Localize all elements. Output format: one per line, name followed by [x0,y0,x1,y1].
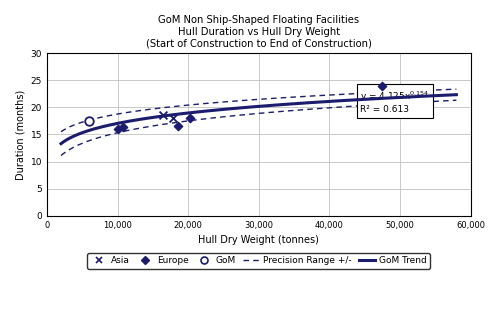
Point [168,116,176,121]
Point [174,123,182,128]
Title: GoM Non Ship-Shaped Floating Facilities
Hull Duration vs Hull Dry Weight
(Start : GoM Non Ship-Shaped Floating Facilities … [146,15,372,48]
Point [160,113,168,118]
Point [114,126,122,132]
Point [186,116,194,121]
Point [86,118,94,123]
Point [378,83,386,88]
Point [119,125,127,130]
X-axis label: Hull Dry Weight (tonnes): Hull Dry Weight (tonnes) [198,235,319,245]
Text: y = 4.125x$^{0.154}$
R² = 0.613: y = 4.125x$^{0.154}$ R² = 0.613 [360,89,430,114]
Legend: Asia, Europe, GoM, Precision Range +/-, GoM Trend: Asia, Europe, GoM, Precision Range +/-, … [88,253,430,269]
Y-axis label: Duration (months): Duration (months) [15,89,25,179]
